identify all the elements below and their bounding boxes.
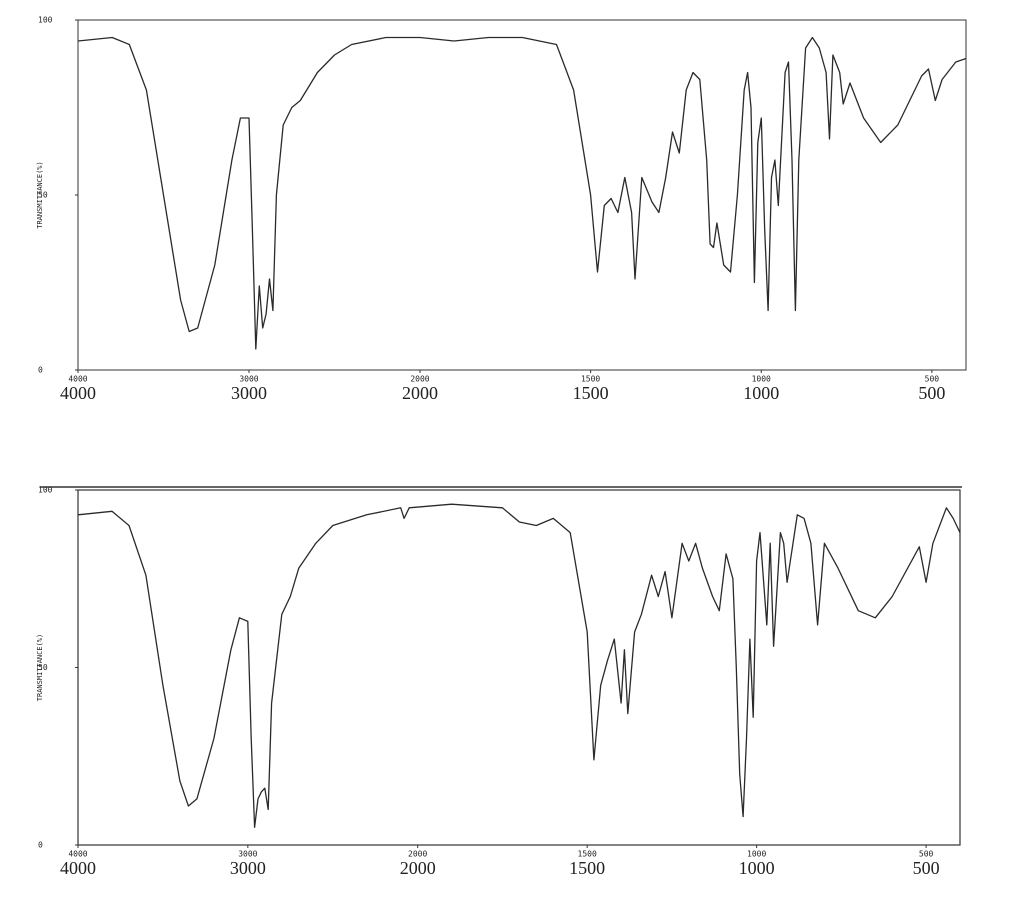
x-tick-label-large: 2000	[400, 858, 436, 878]
x-tick-label-large: 500	[913, 858, 940, 878]
x-tick-label: 4000	[68, 850, 87, 859]
x-tick-label-large: 4000	[60, 858, 96, 878]
x-tick-label-large: 1000	[743, 383, 779, 403]
x-tick-label: 2000	[408, 850, 427, 859]
y-tick-label: 100	[38, 486, 53, 495]
x-tick-label: 500	[925, 375, 940, 384]
y-tick-label: 0	[38, 841, 43, 850]
x-tick-label-large: 1500	[573, 383, 609, 403]
y-tick-label: 100	[38, 16, 53, 25]
y-tick-label: 50	[38, 663, 48, 672]
x-tick-label: 2000	[410, 375, 429, 384]
spectrum-line	[77, 503, 961, 828]
x-tick-label-large: 1000	[739, 858, 775, 878]
x-tick-label-large: 500	[918, 383, 945, 403]
y-axis-label: TRANSMITTANCE(%)	[36, 634, 44, 701]
y-axis-label: TRANSMITTANCE(%)	[36, 161, 44, 228]
x-tick-label-large: 1500	[569, 858, 605, 878]
x-tick-label: 500	[919, 850, 934, 859]
x-tick-label: 1000	[752, 375, 771, 384]
y-tick-label: 50	[38, 191, 48, 200]
x-tick-label-large: 3000	[230, 858, 266, 878]
x-tick-label-large: 4000	[60, 383, 96, 403]
y-tick-label: 0	[38, 366, 43, 375]
x-tick-label: 1500	[581, 375, 600, 384]
plot-frame	[77, 489, 961, 846]
x-tick-label: 1500	[578, 850, 597, 859]
x-tick-label: 4000	[68, 375, 87, 384]
x-tick-label: 3000	[239, 375, 258, 384]
x-tick-label: 3000	[238, 850, 257, 859]
x-tick-label-large: 3000	[231, 383, 267, 403]
x-tick-label: 1000	[747, 850, 766, 859]
x-tick-label-large: 2000	[402, 383, 438, 403]
spectrum-line	[77, 36, 967, 350]
